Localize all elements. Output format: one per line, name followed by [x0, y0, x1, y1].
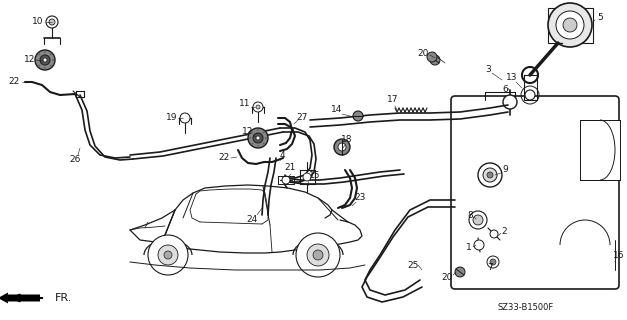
Circle shape — [257, 129, 259, 131]
Text: FR.: FR. — [55, 293, 72, 303]
Circle shape — [256, 136, 260, 140]
Text: 4: 4 — [279, 151, 285, 161]
Text: 22: 22 — [8, 77, 19, 86]
Circle shape — [483, 168, 497, 182]
Circle shape — [525, 90, 535, 100]
Circle shape — [263, 131, 265, 133]
Circle shape — [38, 65, 40, 67]
Circle shape — [52, 59, 54, 61]
Circle shape — [44, 67, 46, 69]
Text: 16: 16 — [613, 251, 624, 260]
Circle shape — [263, 143, 265, 145]
Circle shape — [469, 211, 487, 229]
Circle shape — [487, 256, 499, 268]
Text: 12: 12 — [24, 55, 36, 65]
Circle shape — [334, 139, 350, 155]
Text: 10: 10 — [32, 18, 44, 27]
Text: 19: 19 — [166, 114, 177, 123]
Circle shape — [164, 251, 172, 259]
Circle shape — [35, 50, 55, 70]
Circle shape — [473, 215, 483, 225]
Circle shape — [430, 55, 440, 65]
Circle shape — [503, 95, 517, 109]
Text: 9: 9 — [502, 165, 508, 174]
Text: 6: 6 — [502, 85, 508, 94]
Text: 8: 8 — [467, 211, 473, 220]
Circle shape — [44, 51, 46, 53]
Circle shape — [455, 267, 465, 277]
Text: 27: 27 — [297, 114, 308, 123]
Circle shape — [478, 163, 502, 187]
Circle shape — [253, 133, 263, 143]
Text: 11: 11 — [240, 99, 251, 108]
Circle shape — [353, 111, 363, 121]
Circle shape — [303, 173, 311, 181]
Circle shape — [248, 128, 268, 148]
Text: 26: 26 — [70, 156, 81, 164]
Text: 22: 22 — [218, 154, 229, 163]
Circle shape — [556, 11, 584, 39]
Circle shape — [50, 53, 51, 55]
Circle shape — [563, 18, 577, 32]
Text: SZ33-B1500F: SZ33-B1500F — [498, 303, 554, 313]
Text: 25: 25 — [408, 260, 419, 269]
Text: 20: 20 — [441, 274, 453, 283]
FancyBboxPatch shape — [451, 96, 619, 289]
Circle shape — [282, 176, 290, 184]
Text: 1: 1 — [466, 244, 472, 252]
Circle shape — [313, 250, 323, 260]
Circle shape — [265, 137, 267, 139]
Circle shape — [474, 240, 484, 250]
Text: 17: 17 — [387, 95, 399, 105]
Text: 14: 14 — [331, 106, 343, 115]
Circle shape — [427, 52, 437, 62]
Circle shape — [257, 145, 259, 147]
Circle shape — [253, 102, 263, 112]
Text: 23: 23 — [354, 194, 366, 203]
FancyArrow shape — [0, 292, 40, 303]
Circle shape — [487, 172, 493, 178]
Text: 15: 15 — [309, 171, 321, 180]
Circle shape — [490, 230, 498, 238]
Text: 13: 13 — [506, 74, 518, 83]
Circle shape — [251, 143, 253, 145]
Circle shape — [158, 245, 178, 265]
Circle shape — [46, 16, 58, 28]
Circle shape — [49, 19, 55, 25]
Circle shape — [490, 259, 496, 265]
Circle shape — [338, 143, 346, 151]
Circle shape — [548, 3, 592, 47]
Circle shape — [251, 131, 253, 133]
Text: 24: 24 — [246, 215, 258, 225]
Circle shape — [307, 244, 329, 266]
Circle shape — [256, 105, 260, 109]
Circle shape — [249, 137, 251, 139]
Text: 12: 12 — [242, 127, 254, 137]
Circle shape — [40, 55, 50, 65]
Text: 20: 20 — [418, 49, 429, 58]
Text: 7: 7 — [487, 263, 493, 273]
Circle shape — [180, 113, 190, 123]
Circle shape — [296, 233, 340, 277]
Circle shape — [43, 58, 47, 62]
Text: 18: 18 — [341, 135, 353, 145]
Circle shape — [36, 59, 38, 61]
Text: 2: 2 — [501, 228, 507, 236]
Text: 3: 3 — [485, 66, 491, 75]
Circle shape — [148, 235, 188, 275]
Text: 5: 5 — [597, 13, 603, 22]
Text: 21: 21 — [284, 164, 296, 172]
Circle shape — [38, 53, 40, 55]
Polygon shape — [580, 120, 620, 180]
Circle shape — [50, 65, 51, 67]
